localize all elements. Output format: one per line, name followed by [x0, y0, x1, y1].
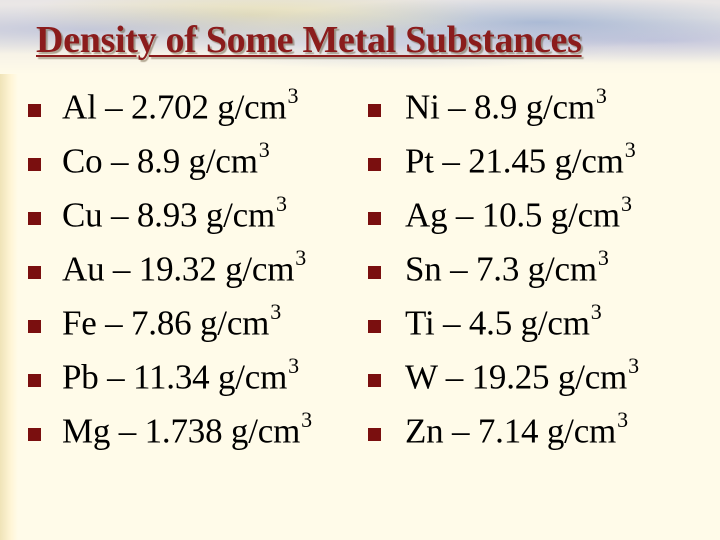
- density-entry: Fe – 7.86 g/cm3: [62, 299, 281, 343]
- list-item: W – 19.25 g/cm3: [368, 350, 639, 404]
- decorative-left-strip: [0, 74, 18, 540]
- density-entry: Al – 2.702 g/cm3: [62, 83, 299, 127]
- list-item: Co – 8.9 g/cm3: [28, 134, 312, 188]
- density-entry: Co – 8.9 g/cm3: [62, 137, 270, 181]
- list-item: Pb – 11.34 g/cm3: [28, 350, 312, 404]
- density-entry: Ni – 8.9 g/cm3: [405, 83, 607, 127]
- square-bullet-icon: [28, 265, 41, 279]
- square-bullet-icon: [368, 319, 381, 333]
- list-item: Ni – 8.9 g/cm3: [368, 80, 639, 134]
- density-entry: Au – 19.32 g/cm3: [62, 245, 307, 289]
- density-entry: Pt – 21.45 g/cm3: [405, 137, 636, 181]
- list-item: Ag – 10.5 g/cm3: [368, 188, 639, 242]
- square-bullet-icon: [368, 157, 381, 171]
- list-item: Pt – 21.45 g/cm3: [368, 134, 639, 188]
- left-density-list: Al – 2.702 g/cm3 Co – 8.9 g/cm3 Cu – 8.9…: [28, 80, 312, 458]
- density-entry: Pb – 11.34 g/cm3: [62, 353, 299, 397]
- decorative-banner: [0, 0, 720, 74]
- list-item: Cu – 8.93 g/cm3: [28, 188, 312, 242]
- square-bullet-icon: [28, 319, 41, 333]
- list-item: Au – 19.32 g/cm3: [28, 242, 312, 296]
- list-item: Ti – 4.5 g/cm3: [368, 296, 639, 350]
- square-bullet-icon: [28, 157, 41, 171]
- density-entry: Ti – 4.5 g/cm3: [405, 299, 602, 343]
- square-bullet-icon: [368, 103, 381, 117]
- square-bullet-icon: [28, 373, 41, 387]
- density-entry: Zn – 7.14 g/cm3: [405, 407, 628, 451]
- square-bullet-icon: [368, 373, 381, 387]
- square-bullet-icon: [28, 103, 41, 117]
- density-entry: W – 19.25 g/cm3: [405, 353, 639, 397]
- list-item: Sn – 7.3 g/cm3: [368, 242, 639, 296]
- density-entry: Ag – 10.5 g/cm3: [405, 191, 632, 235]
- slide-title: Density of Some Metal Substances: [36, 19, 582, 61]
- square-bullet-icon: [28, 211, 41, 225]
- list-item: Mg – 1.738 g/cm3: [28, 404, 312, 458]
- right-density-list: Ni – 8.9 g/cm3 Pt – 21.45 g/cm3 Ag – 10.…: [368, 80, 639, 458]
- square-bullet-icon: [368, 265, 381, 279]
- list-item: Fe – 7.86 g/cm3: [28, 296, 312, 350]
- list-item: Al – 2.702 g/cm3: [28, 80, 312, 134]
- square-bullet-icon: [368, 211, 381, 225]
- density-entry: Cu – 8.93 g/cm3: [62, 191, 287, 235]
- square-bullet-icon: [368, 427, 381, 441]
- density-entry: Mg – 1.738 g/cm3: [62, 407, 312, 451]
- list-item: Zn – 7.14 g/cm3: [368, 404, 639, 458]
- square-bullet-icon: [28, 427, 41, 441]
- density-entry: Sn – 7.3 g/cm3: [405, 245, 609, 289]
